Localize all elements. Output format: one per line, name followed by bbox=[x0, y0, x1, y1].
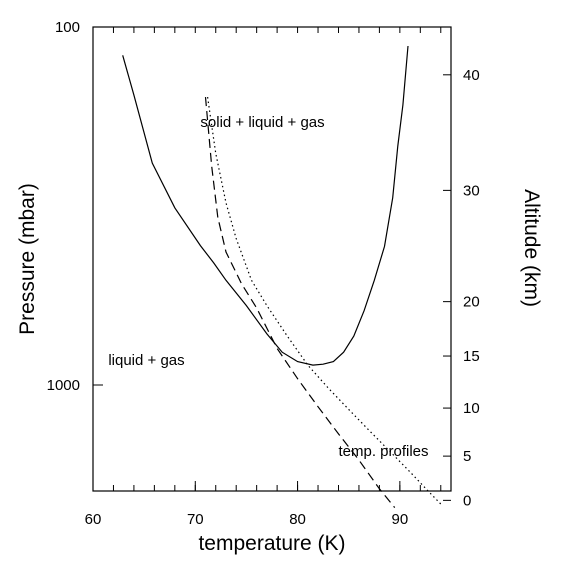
altitude-tick-label: 40 bbox=[463, 67, 480, 84]
altitude-tick-label: 15 bbox=[463, 348, 480, 365]
ticks-layer bbox=[92, 26, 451, 501]
y-tick-label: 100 bbox=[55, 19, 80, 36]
altitude-tick-label: 20 bbox=[463, 294, 480, 311]
x-tick-label: 80 bbox=[289, 511, 306, 528]
y-axis-title-right: Altitude (km) bbox=[520, 189, 543, 307]
y-axis-title-left: Pressure (mbar) bbox=[16, 183, 39, 335]
altitude-tick-label: 0 bbox=[463, 492, 471, 509]
plot-frame bbox=[92, 26, 452, 492]
altitude-tick-label: 5 bbox=[463, 448, 471, 465]
series-line-solid bbox=[122, 45, 409, 366]
series-layer bbox=[122, 45, 442, 508]
annotation-label: temp. profiles bbox=[338, 443, 428, 460]
annotation-label: solid + liquid + gas bbox=[200, 114, 324, 131]
x-tick-label: 70 bbox=[187, 511, 204, 528]
x-axis-title: temperature (K) bbox=[198, 532, 345, 555]
labels-layer: 60 70 80 90 100 1000 40 30 20 15 10 5 0 solid + liqui… bbox=[47, 19, 480, 528]
altitude-tick-label: 10 bbox=[463, 400, 480, 417]
y-tick-label: 1000 bbox=[47, 377, 80, 394]
x-tick-label: 60 bbox=[85, 511, 102, 528]
altitude-tick-label: 30 bbox=[463, 182, 480, 199]
annotation-label: liquid + gas bbox=[108, 352, 184, 369]
series-line-dashed bbox=[204, 97, 396, 508]
x-tick-label: 90 bbox=[392, 511, 409, 528]
